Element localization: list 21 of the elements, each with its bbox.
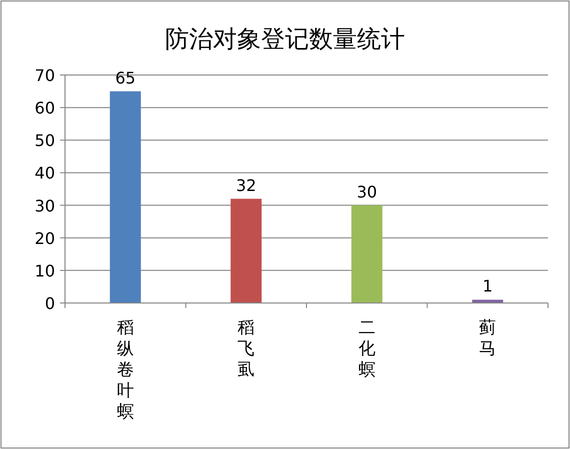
x-tick-label: 蓟马: [479, 318, 496, 359]
data-label: 30: [356, 182, 378, 202]
y-tick-label: 0: [44, 294, 55, 313]
data-label: 1: [482, 276, 493, 296]
bar: [110, 91, 141, 303]
y-tick-label: 60: [34, 98, 55, 118]
x-tick-label: 二化螟: [358, 318, 376, 380]
data-label: 32: [236, 176, 256, 195]
data-label: 65: [115, 68, 136, 88]
chart-title: 防治对象登记数量统计: [165, 25, 405, 53]
bar: [472, 300, 504, 303]
y-tick-label: 30: [34, 196, 55, 216]
y-tick-label: 40: [34, 164, 55, 183]
y-tick-label: 20: [34, 228, 55, 248]
x-tick-label: 稻飞虱: [238, 318, 255, 380]
bar: [351, 205, 382, 303]
x-tick-label: 稻纵卷叶螟: [116, 318, 134, 422]
y-tick-label: 50: [34, 131, 55, 150]
bar: [230, 198, 262, 303]
y-tick-label: 70: [34, 66, 55, 85]
y-tick-label: 10: [34, 261, 55, 280]
